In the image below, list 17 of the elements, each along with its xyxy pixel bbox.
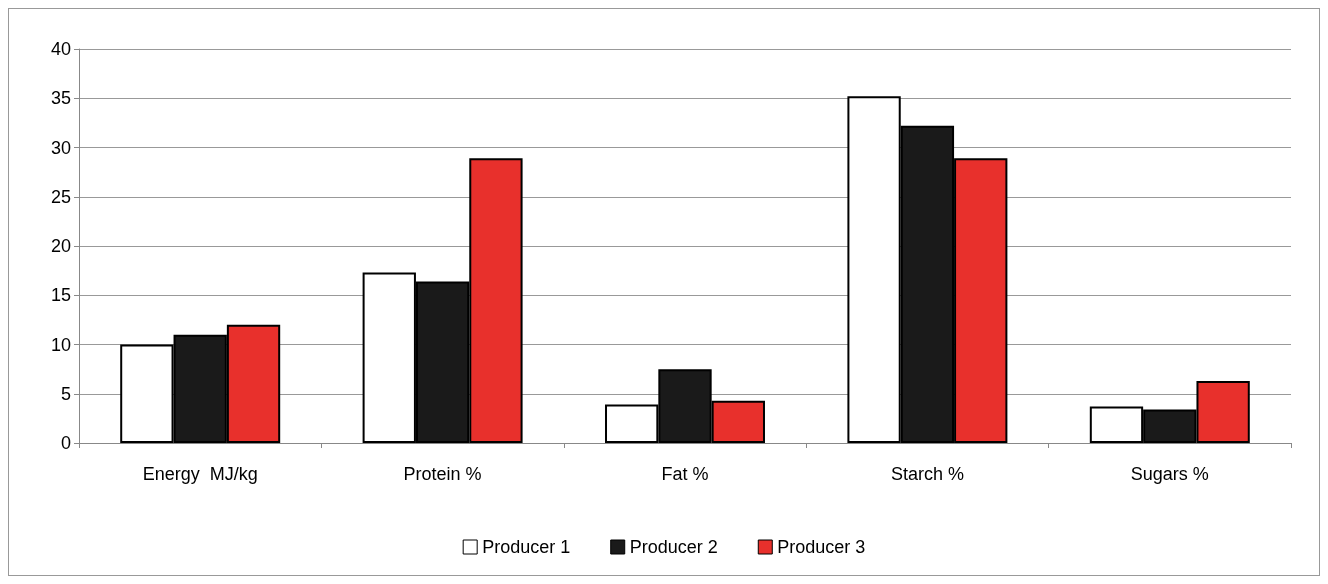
legend-label: Producer 2 xyxy=(629,537,718,557)
x-tick-label: Energy MJ/kg xyxy=(142,464,258,484)
x-tick-label: Starch % xyxy=(890,464,964,484)
y-tick-label: 40 xyxy=(50,39,71,59)
x-tick-label: Sugars % xyxy=(1130,464,1209,484)
y-tick-label: 35 xyxy=(50,88,71,109)
y-tick-label: 30 xyxy=(50,137,71,158)
legend-label: Producer 1 xyxy=(482,537,571,557)
y-tick-label: 0 xyxy=(60,433,71,453)
x-tick-label: Protein % xyxy=(403,464,482,484)
y-tick-label: 25 xyxy=(50,186,71,207)
x-tick-label: Fat % xyxy=(661,464,709,484)
y-tick-label: 5 xyxy=(60,383,71,404)
legend-label: Producer 3 xyxy=(777,537,866,557)
y-tick-label: 15 xyxy=(50,285,71,306)
y-tick-label: 10 xyxy=(50,334,71,355)
y-tick-label: 20 xyxy=(50,236,71,256)
